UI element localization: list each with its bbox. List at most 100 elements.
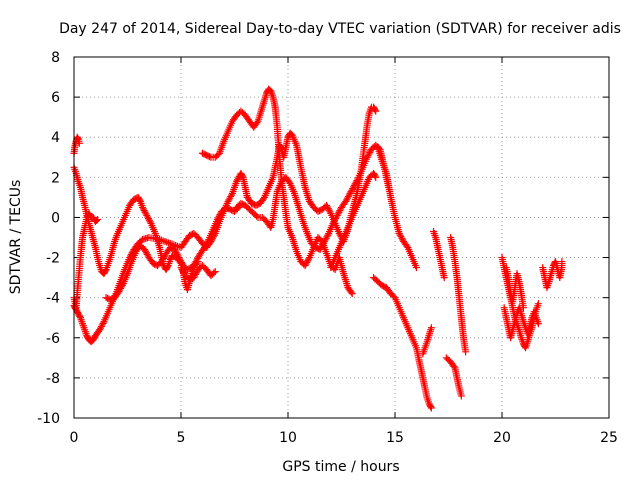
data-point-marker [331, 216, 339, 224]
series-track-16 [430, 227, 448, 282]
data-point-marker [92, 216, 100, 224]
data-point-marker [372, 173, 380, 181]
x-tick-label: 10 [279, 430, 297, 446]
series-track-13 [370, 274, 435, 412]
data-point-marker [226, 194, 234, 202]
data-point-marker [343, 196, 351, 204]
data-point-marker [253, 119, 261, 127]
data-point-marker [192, 270, 200, 278]
data-point-marker [519, 304, 527, 312]
data-point-marker [177, 264, 185, 272]
data-point-marker [97, 324, 105, 332]
x-tick-label: 25 [600, 430, 618, 446]
data-point-marker [201, 242, 209, 250]
data-point-marker [398, 234, 406, 242]
data-point-marker [364, 152, 372, 160]
y-axis-label: SDTVAR / TECUs [8, 180, 24, 295]
data-point-marker [325, 206, 333, 214]
data-point-marker [145, 216, 153, 224]
data-point-marker [228, 191, 236, 199]
grid-lines [74, 57, 609, 418]
data-point-marker [204, 237, 212, 245]
data-point-marker [304, 257, 312, 265]
data-point-marker [302, 260, 310, 268]
data-point-marker [141, 208, 149, 216]
data-point-marker [146, 218, 154, 226]
data-point-marker [227, 193, 235, 201]
data-point-marker [192, 269, 200, 277]
data-point-marker [397, 233, 405, 241]
data-point-marker [142, 210, 150, 218]
data-point-marker [173, 250, 181, 258]
data-point-marker [323, 201, 331, 209]
series-track-1 [70, 133, 83, 157]
data-point-marker [194, 254, 202, 262]
data-point-marker [143, 250, 151, 258]
data-markers [70, 85, 566, 412]
x-tick-label: 15 [386, 430, 404, 446]
series-track-9 [233, 141, 393, 254]
data-point-marker [350, 181, 358, 189]
data-point-marker [214, 214, 222, 222]
axis-ticks: 0 5 10 15 20 25 -10 -8 -6 -4 -2 0 2 4 6 8 [37, 50, 618, 446]
data-point-marker [96, 326, 104, 334]
data-point-marker [116, 286, 124, 294]
x-tick-label: 5 [177, 430, 186, 446]
data-point-marker [335, 229, 343, 237]
data-point-marker [354, 175, 362, 183]
data-point-marker [174, 252, 182, 260]
data-point-marker [332, 213, 340, 221]
data-point-marker [142, 249, 150, 257]
series-track-15 [419, 324, 435, 358]
data-point-marker [365, 150, 373, 158]
data-point-marker [324, 231, 332, 239]
data-point-marker [210, 269, 218, 277]
data-point-marker [97, 323, 105, 331]
data-point-marker [115, 288, 123, 296]
series-track-10 [271, 103, 343, 274]
data-point-marker [225, 196, 233, 204]
data-point-marker [303, 258, 311, 266]
series-track-22 [539, 258, 566, 292]
y-tick-label: 8 [51, 50, 60, 66]
series-track-21 [502, 264, 527, 312]
series-track-5 [102, 203, 243, 304]
data-point-marker [118, 281, 126, 289]
data-point-marker [450, 362, 458, 370]
data-point-marker [234, 174, 242, 182]
y-tick-label: 4 [51, 130, 60, 146]
data-point-marker [334, 210, 342, 218]
data-point-marker [345, 191, 353, 199]
data-point-marker [534, 300, 542, 308]
data-point-marker [363, 153, 371, 161]
data-point-marker [172, 249, 180, 257]
data-point-marker [195, 253, 203, 261]
data-point-marker [253, 212, 261, 220]
data-point-marker [348, 186, 356, 194]
data-point-marker [215, 212, 223, 220]
data-point-marker [323, 233, 331, 241]
data-point-marker [395, 229, 403, 237]
data-point-marker [193, 256, 201, 264]
data-point-marker [396, 231, 404, 239]
data-point-marker [427, 403, 435, 411]
x-tick-label: 20 [493, 430, 511, 446]
data-point-marker [136, 196, 144, 204]
data-point-marker [140, 207, 148, 215]
data-point-marker [462, 348, 470, 356]
y-tick-label: -6 [46, 331, 60, 347]
data-point-marker [427, 324, 435, 332]
data-point-marker [143, 211, 151, 219]
data-point-marker [348, 290, 356, 298]
data-point-marker [171, 247, 179, 255]
data-point-marker [99, 319, 107, 327]
data-point-marker [347, 288, 355, 296]
data-point-marker [177, 257, 185, 265]
data-point-marker [163, 263, 171, 271]
data-point-marker [323, 203, 331, 211]
data-point-marker [351, 180, 359, 188]
data-point-marker [534, 320, 542, 328]
data-point-marker [180, 268, 188, 276]
data-point-marker [158, 258, 166, 266]
data-point-marker [98, 321, 106, 329]
